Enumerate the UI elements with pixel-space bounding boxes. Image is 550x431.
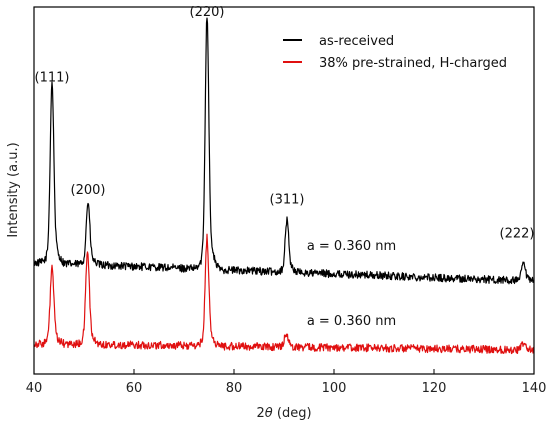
x-tick-label-60: 60 xyxy=(126,381,143,396)
legend-label-as-received: as-received xyxy=(319,34,394,49)
plot-frame xyxy=(33,6,535,375)
legend: as-received 38% pre-strained, H-charged xyxy=(283,34,507,71)
series-line-as-received xyxy=(33,17,535,285)
x-tick-label-100: 100 xyxy=(322,381,347,396)
x-tick-label-40: 40 xyxy=(26,381,43,396)
annotation-5: a = 0.360 nm xyxy=(307,239,396,254)
x-axis-label-prefix: 2 xyxy=(256,406,264,421)
annotation-2: (220) xyxy=(190,5,225,20)
x-tick-label-80: 80 xyxy=(226,381,243,396)
annotation-6: a = 0.360 nm xyxy=(307,314,396,329)
annotation-4: (222) xyxy=(500,227,535,242)
series-line-h-charged xyxy=(33,233,535,355)
x-tick-label-120: 120 xyxy=(422,381,447,396)
series-layer xyxy=(33,17,535,355)
annotation-0: (111) xyxy=(35,71,70,86)
x-axis: 40 60 80 100 120 140 xyxy=(26,369,547,396)
x-tick-label-140: 140 xyxy=(522,381,547,396)
annotations: (111) (200) (220) (311) (222) a = 0.360 nm a =… xyxy=(35,5,535,329)
x-axis-label-suffix: (deg) xyxy=(273,406,312,421)
x-axis-label: 2θ (deg) xyxy=(256,406,311,421)
y-axis-label: Intensity (a.u.) xyxy=(6,142,21,237)
x-axis-label-symbol: θ xyxy=(265,406,273,421)
annotation-3: (311) xyxy=(270,192,305,207)
annotation-1: (200) xyxy=(71,183,106,198)
legend-label-h-charged: 38% pre-strained, H-charged xyxy=(319,56,507,71)
